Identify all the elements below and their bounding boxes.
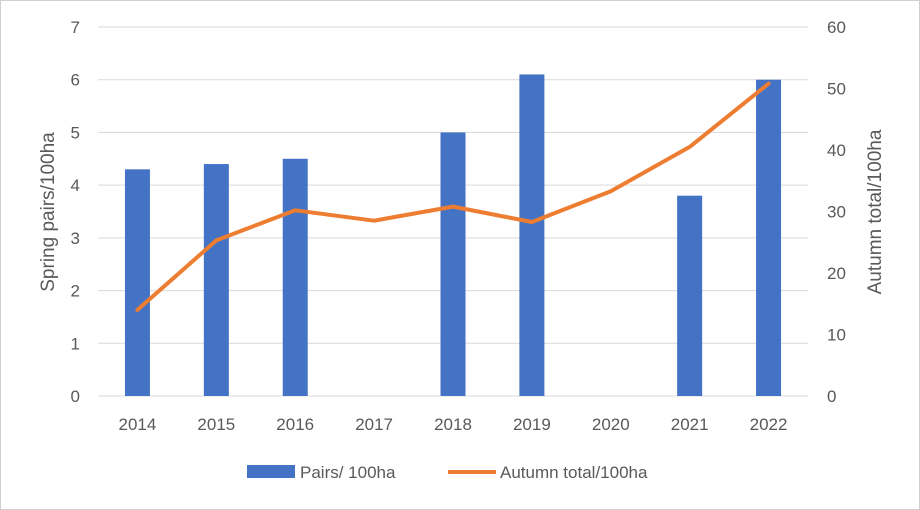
x-axis-ticks: 2014 2015 2016 2017 2018 2019 2020 2021 2022 xyxy=(119,415,788,434)
y-axis-right-ticks: 0 10 20 30 40 50 60 xyxy=(827,18,846,406)
x-tick-label: 2020 xyxy=(592,415,630,434)
y2-tick-label: 60 xyxy=(827,18,846,37)
y2-tick-label: 40 xyxy=(827,141,846,160)
y2-tick-label: 20 xyxy=(827,264,846,283)
bar-2015 xyxy=(203,164,229,396)
legend: Pairs/ 100ha Autumn total/100ha xyxy=(247,463,648,482)
x-tick-label: 2017 xyxy=(355,415,393,434)
y-axis-right-title: Autumn total/100ha xyxy=(865,129,886,294)
legend-label-bars: Pairs/ 100ha xyxy=(300,463,396,482)
x-tick-label: 2015 xyxy=(197,415,235,434)
x-tick-label: 2019 xyxy=(513,415,551,434)
x-tick-label: 2016 xyxy=(276,415,314,434)
bar-2016 xyxy=(282,158,308,396)
y2-tick-label: 0 xyxy=(827,387,836,406)
bar-2021 xyxy=(677,195,703,396)
y-tick-label: 3 xyxy=(71,229,80,248)
x-tick-label: 2021 xyxy=(671,415,709,434)
x-tick-label: 2018 xyxy=(434,415,472,434)
y2-tick-label: 30 xyxy=(827,203,846,222)
y-axis-left-title: Spring pairs/100ha xyxy=(38,132,59,292)
y-tick-label: 1 xyxy=(71,334,80,353)
y-tick-label: 0 xyxy=(71,387,80,406)
y2-tick-label: 50 xyxy=(827,80,846,99)
y-tick-label: 6 xyxy=(71,71,80,90)
y-tick-label: 4 xyxy=(71,176,80,195)
y-tick-label: 5 xyxy=(71,123,80,142)
bar-2014 xyxy=(124,169,150,396)
line-series xyxy=(135,81,771,312)
y-tick-label: 2 xyxy=(71,282,80,301)
y-tick-label: 7 xyxy=(71,18,80,37)
x-tick-label: 2022 xyxy=(750,415,788,434)
bar-2019 xyxy=(519,74,545,396)
legend-label-line: Autumn total/100ha xyxy=(500,463,648,482)
y-axis-left-ticks: 0 1 2 3 4 5 6 7 xyxy=(71,18,80,406)
bar-series xyxy=(124,74,782,396)
legend-swatch-bars xyxy=(247,465,295,478)
bar-2022 xyxy=(756,79,782,396)
bar-2018 xyxy=(440,132,466,396)
x-tick-label: 2014 xyxy=(119,415,157,434)
y2-tick-label: 10 xyxy=(827,326,846,345)
